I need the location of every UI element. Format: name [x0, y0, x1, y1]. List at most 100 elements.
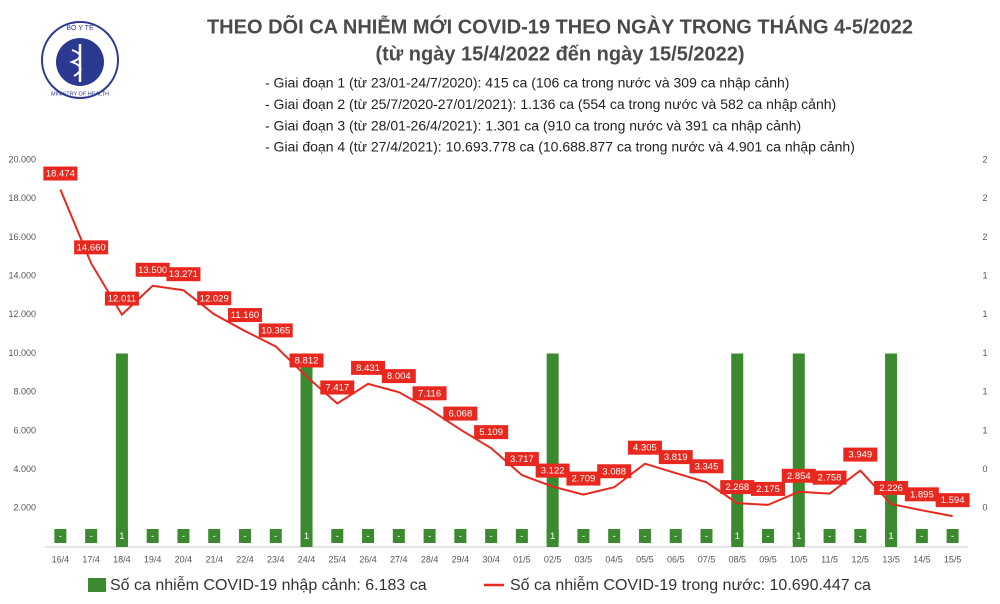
y-tick-label: 4.000 — [13, 464, 36, 474]
bar-label: 1 — [550, 531, 555, 542]
line-label-box — [227, 308, 262, 323]
line-label-box — [535, 463, 570, 478]
x-tick-label: 13/5 — [882, 554, 900, 564]
line-label-box — [935, 493, 970, 508]
note: - Giai đoạn 3 (từ 28/01-26/4/2021): 1.30… — [265, 117, 801, 133]
bar-label-box — [423, 529, 436, 543]
x-tick-label: 02/5 — [544, 554, 562, 564]
x-tick-label: 12/5 — [852, 554, 870, 564]
x-tick-label: 19/4 — [144, 554, 162, 564]
x-tick-label: 10/5 — [790, 554, 808, 564]
bar-label-box — [177, 529, 190, 543]
chart-subtitle: (từ ngày 15/4/2022 đến ngày 15/5/2022) — [375, 43, 744, 65]
bar-label: - — [182, 531, 185, 542]
bar-label: - — [582, 531, 585, 542]
x-tick-label: 23/4 — [267, 554, 285, 564]
bar-label: - — [859, 531, 862, 542]
line-label-box — [566, 471, 601, 486]
bar-label: - — [90, 531, 93, 542]
line-label-box — [597, 464, 632, 479]
bar-label: - — [705, 531, 708, 542]
line-label-box — [689, 459, 724, 474]
bar-label-box — [208, 529, 221, 543]
bar-label-box — [946, 529, 959, 543]
line-label-box — [904, 487, 939, 502]
x-tick-label: 07/5 — [698, 554, 716, 564]
line-label: 14.660 — [77, 242, 106, 253]
line-label-box — [812, 470, 847, 485]
bar-label-box — [515, 529, 528, 543]
x-tick-label: 30/4 — [482, 554, 500, 564]
line-label-box — [197, 291, 232, 306]
x-tick-label: 01/5 — [513, 554, 531, 564]
line-label: 11.160 — [231, 310, 259, 321]
bar-label-box — [146, 529, 159, 543]
line-label: 2.268 — [725, 482, 749, 493]
bar-label: - — [213, 531, 216, 542]
line-label-box — [412, 386, 447, 401]
line-label: 12.011 — [108, 294, 136, 305]
line-label-box — [720, 480, 755, 495]
x-tick-label: 16/4 — [52, 554, 70, 564]
y-tick-label: 6.000 — [13, 425, 36, 435]
x-tick-label: 08/5 — [728, 554, 746, 564]
bar-label-box — [485, 529, 498, 543]
x-tick-label: 06/5 — [667, 554, 685, 564]
line-label-box — [781, 468, 816, 483]
bar-label: - — [59, 531, 62, 542]
line-label: 6.068 — [448, 409, 472, 420]
line-label: 3.122 — [541, 466, 565, 477]
x-tick-label: 05/5 — [636, 554, 654, 564]
bar-label: - — [643, 531, 646, 542]
bar-label-box — [115, 529, 128, 543]
bar-label: - — [151, 531, 154, 542]
y2-tick-label: 1 — [982, 309, 987, 319]
y-tick-label: 8.000 — [13, 387, 36, 397]
bar-label: 1 — [888, 531, 893, 542]
bar-label: - — [274, 531, 277, 542]
y-tick-label: 20.000 — [8, 154, 36, 164]
x-tick-label: 15/5 — [944, 554, 962, 564]
line-label: 2.226 — [879, 483, 903, 494]
line-label-box — [258, 323, 293, 338]
bar-label: - — [520, 531, 523, 542]
x-tick-label: 14/5 — [913, 554, 931, 564]
y2-tick-label: 2 — [982, 232, 987, 242]
x-tick-label: 22/4 — [236, 554, 254, 564]
y2-tick-label: 1 — [982, 387, 987, 397]
line-label-box — [443, 406, 478, 421]
y-tick-label: 12.000 — [8, 309, 36, 319]
line-label-box — [627, 440, 662, 455]
line-label: 3.088 — [602, 466, 626, 477]
y-tick-label: 18.000 — [8, 193, 36, 203]
chart-title: THEO DÕI CA NHIỄM MỚI COVID-19 THEO NGÀY… — [207, 14, 913, 38]
line-label: 8.431 — [356, 363, 380, 374]
bar-label: 1 — [735, 531, 740, 542]
line-label: 3.717 — [510, 454, 534, 465]
note: - Giai đoạn 4 (từ 27/4/2021): 10.693.778… — [265, 139, 855, 155]
bar-label-box — [638, 529, 651, 543]
line-label-box — [74, 240, 109, 255]
line-label: 8.812 — [295, 356, 319, 367]
bar-label: - — [397, 531, 400, 542]
line-label-box — [351, 360, 386, 375]
bar-label: - — [674, 531, 677, 542]
bar — [115, 353, 128, 547]
line — [59, 189, 953, 518]
y2-tick-label: 2 — [982, 154, 987, 164]
bar-label-box — [700, 529, 713, 543]
y2-tick-label: 0 — [982, 464, 987, 474]
line-label: 7.116 — [418, 388, 441, 399]
x-tick-label: 11/5 — [821, 554, 838, 564]
bar-label-box — [669, 529, 682, 543]
line-label: 1.895 — [910, 489, 934, 500]
x-tick-label: 17/4 — [82, 554, 100, 564]
bar — [731, 353, 744, 547]
line-label: 3.819 — [664, 452, 688, 463]
x-tick-label: 28/4 — [421, 554, 439, 564]
bar-label-box — [54, 529, 67, 543]
line-label: 12.029 — [200, 293, 229, 304]
bar-label-box — [854, 529, 867, 543]
y2-tick-label: 2 — [982, 193, 987, 203]
y2-tick-label: 1 — [982, 270, 987, 280]
